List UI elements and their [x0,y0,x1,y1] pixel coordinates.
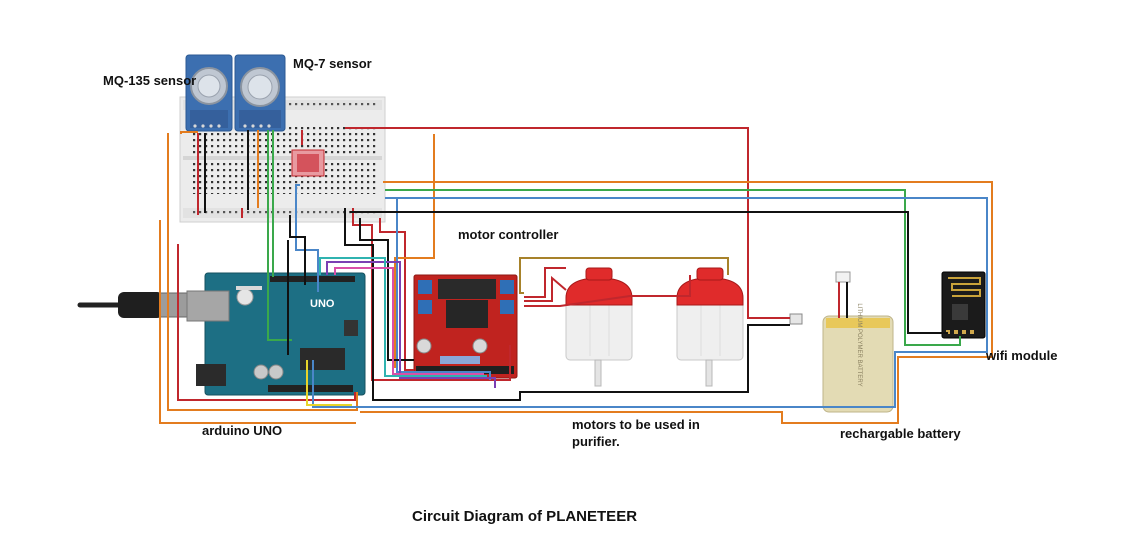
mq7-label: MQ-7 sensor [293,56,372,71]
wire-black-5 [289,215,306,285]
lipo-battery: LITHIUM POLYMER BATTERY [789,271,894,413]
motors-label-line1: motors to be used in [572,417,700,432]
breadboard-chip [291,149,325,177]
motor-controller-board [413,274,518,379]
diagram-title: Circuit Diagram of PLANETEER [412,508,638,525]
wire-orange-2 [167,133,358,411]
wire-blue-1 [312,197,988,408]
battery-label: rechargable battery [840,426,961,441]
wire-orange-4 [360,181,993,424]
motor-2 [676,267,744,387]
arduino-label: arduino UNO [202,423,283,438]
wires [159,127,993,424]
wifi-module [941,271,986,339]
wire-black-2 [350,211,948,334]
wire-black-1 [344,208,790,401]
wire-purple-1 [326,261,496,388]
arduino-uno-board: UNO [186,272,366,396]
mq135-sensor [185,54,233,132]
wire-pink-1 [334,267,484,375]
breadboard-holes-bottom [192,162,378,194]
wire-red-1 [345,127,790,319]
wire-yellow-1 [306,360,352,406]
motor-controller-label: motor controller [458,227,559,242]
wire-red-8 [524,275,567,302]
wifi-module-label: wifi module [986,348,1058,363]
wire-blue-3 [295,184,319,292]
wire-black-6 [359,218,414,361]
wire-brown-1 [519,257,729,294]
arduino-uno-silkscreen: UNO [310,298,335,310]
wire-red-10 [379,218,414,371]
mq135-label: MQ-135 sensor [103,73,197,88]
wire-green-1 [385,189,961,346]
wire-orange-1 [394,134,435,368]
wire-teal-1 [319,257,487,377]
wire-orange-3 [159,220,356,424]
motors-label-line2: purifier. [572,434,620,449]
mq7-sensor [234,54,286,132]
battery-silkscreen: LITHIUM POLYMER BATTERY [856,303,862,386]
wire-blue-2 [396,198,491,380]
wire-red-7 [524,267,566,298]
wire-red-9 [524,275,691,307]
usb-cable [77,292,191,318]
wire-orange-6 [180,131,198,134]
wire-green-2 [267,130,292,341]
motor-1 [565,267,633,387]
wire-red-4 [177,244,356,401]
